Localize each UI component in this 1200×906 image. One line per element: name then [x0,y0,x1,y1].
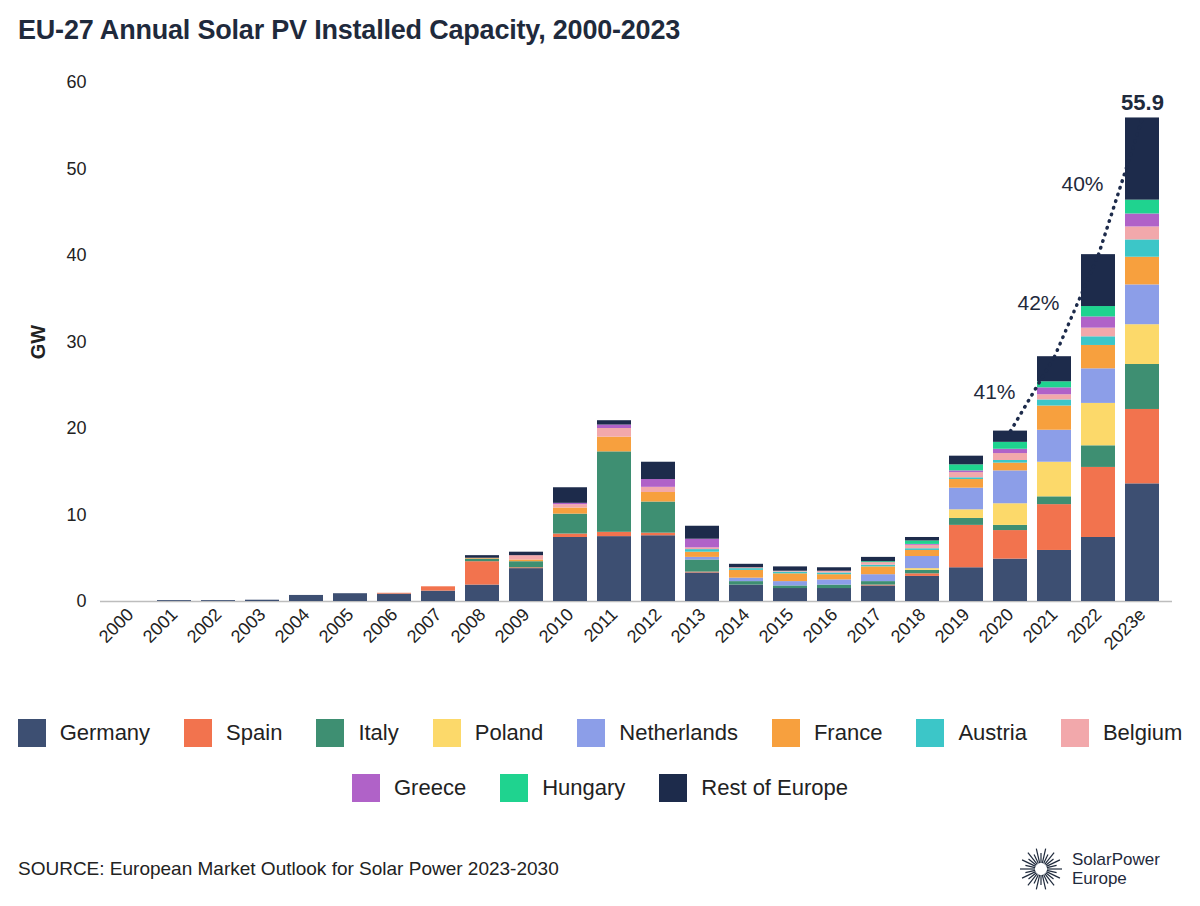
html-text:France: France [813,720,883,745]
html-text:SolarPower Europe: SolarPower Europe [1072,850,1160,888]
svg-text:30: 30 [66,332,86,352]
html-text:EU-27 Annual Solar PV Installe: EU-27 Annual Solar PV Installed Capacity… [18,15,681,45]
html-text:Italy: Italy [358,720,399,745]
svg-text:2014: 2014 [711,604,753,646]
svg-text:10: 10 [66,505,86,525]
html-text:Austria: Austria [958,720,1027,745]
svg-text:60: 60 [66,72,86,92]
svg-text:0: 0 [76,591,86,611]
svg-text:2001: 2001 [139,604,181,646]
html-text:Hungary: Hungary [542,775,626,800]
svg-text:2013: 2013 [667,604,709,646]
svg-text:2023e: 2023e [1100,604,1150,654]
svg-text:2010: 2010 [535,604,577,646]
svg-text:2007: 2007 [403,604,445,646]
html-text:Greece: Greece [394,775,467,800]
svg-text:2002: 2002 [183,604,225,646]
svg-text:2015: 2015 [755,604,797,646]
html-text:Spain: Spain [226,720,283,745]
html-text:Germany: Germany [59,720,151,745]
html-text:Poland: Poland [474,720,544,745]
svg-text:50: 50 [66,159,86,179]
svg-text:2021: 2021 [1019,604,1061,646]
svg-text:2022: 2022 [1063,604,1105,646]
svg-text:2018: 2018 [887,604,929,646]
svg-text:2016: 2016 [799,604,841,646]
svg-text:2012: 2012 [623,604,665,646]
svg-text:2006: 2006 [359,604,401,646]
html-text:SOURCE: European Market Outloo: SOURCE: European Market Outlook for Sola… [18,858,559,879]
svg-text:2017: 2017 [843,604,885,646]
html-text:Belgium: Belgium [1102,720,1183,745]
html-text:Netherlands: Netherlands [619,720,738,745]
svg-text:2020: 2020 [975,604,1017,646]
svg-text:2009: 2009 [491,604,533,646]
svg-text:55.9: 55.9 [1121,90,1164,115]
svg-text:2005: 2005 [315,604,357,646]
svg-text:2008: 2008 [447,604,489,646]
svg-text:GW: GW [27,325,49,360]
svg-text:2004: 2004 [271,604,313,646]
svg-text:2011: 2011 [580,604,622,646]
svg-text:40%: 40% [1061,172,1103,195]
svg-text:41%: 41% [973,380,1015,403]
html-text:Rest of Europe: Rest of Europe [701,775,848,800]
svg-text:2003: 2003 [227,604,269,646]
svg-text:2000: 2000 [95,604,137,646]
svg-text:42%: 42% [1017,291,1059,314]
svg-text:20: 20 [66,418,86,438]
svg-text:40: 40 [66,245,86,265]
svg-text:2019: 2019 [931,604,973,646]
